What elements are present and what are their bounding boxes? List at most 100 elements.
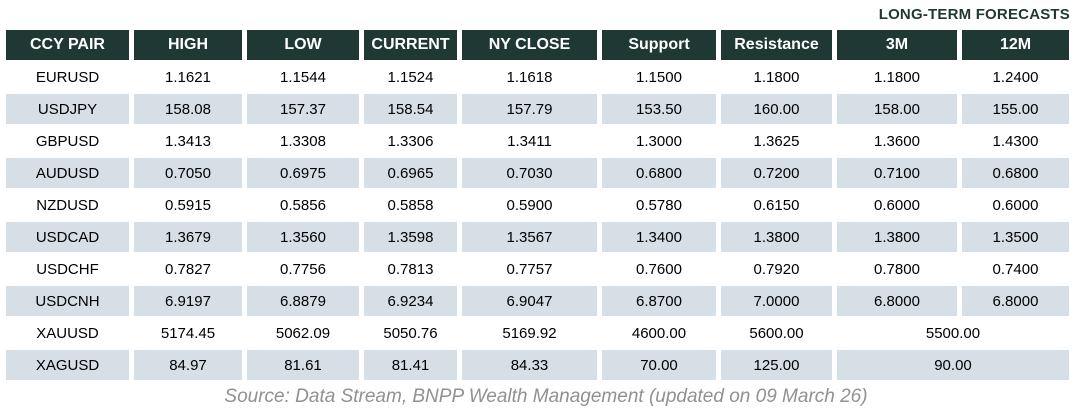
title-row: LONG-TERM FORECASTS: [0, 0, 1092, 28]
cell-m3: 0.6000: [837, 190, 957, 220]
column-header-support: Support: [602, 30, 716, 60]
cell-ny-close: 1.1618: [462, 62, 597, 92]
cell-pair: NZDUSD: [6, 190, 129, 220]
column-header-12m: 12M: [962, 30, 1069, 60]
cell-low: 0.5856: [247, 190, 359, 220]
cell-high: 1.3679: [134, 222, 242, 252]
cell-high: 5174.45: [134, 318, 242, 348]
cell-forecast-merged: 5500.00: [837, 318, 1069, 348]
cell-current: 158.54: [364, 94, 457, 124]
cell-pair: EURUSD: [6, 62, 129, 92]
cell-m12: 6.8000: [962, 286, 1069, 316]
column-header-ccy-pair: CCY PAIR: [6, 30, 129, 60]
table-row: EURUSD 1.1621 1.1544 1.1524 1.1618 1.1500 1.18…: [6, 62, 1069, 92]
table-row: NZDUSD 0.5915 0.5856 0.5858 0.5900 0.5780 0.61…: [6, 190, 1069, 220]
cell-current: 81.41: [364, 350, 457, 380]
table-row: GBPUSD 1.3413 1.3308 1.3306 1.3411 1.3000 1.36…: [6, 126, 1069, 156]
column-header-3m: 3M: [837, 30, 957, 60]
table-row: XAUUSD 5174.45 5062.09 5050.76 5169.92 4600.0…: [6, 318, 1069, 348]
cell-current: 1.3598: [364, 222, 457, 252]
column-header-low: LOW: [247, 30, 359, 60]
cell-resistance: 160.00: [721, 94, 832, 124]
cell-m3: 6.8000: [837, 286, 957, 316]
cell-resistance: 5600.00: [721, 318, 832, 348]
cell-m12: 0.6800: [962, 158, 1069, 188]
table-row: USDCAD 1.3679 1.3560 1.3598 1.3567 1.3400 1.38…: [6, 222, 1069, 252]
cell-m3: 1.3800: [837, 222, 957, 252]
cell-current: 0.6965: [364, 158, 457, 188]
cell-ny-close: 1.3411: [462, 126, 597, 156]
cell-pair: AUDUSD: [6, 158, 129, 188]
cell-m3: 0.7800: [837, 254, 957, 284]
cell-support: 1.1500: [602, 62, 716, 92]
cell-m12: 0.6000: [962, 190, 1069, 220]
page-title: LONG-TERM FORECASTS: [878, 5, 1070, 23]
cell-support: 1.3400: [602, 222, 716, 252]
cell-ny-close: 5169.92: [462, 318, 597, 348]
cell-high: 0.7827: [134, 254, 242, 284]
cell-m12: 0.7400: [962, 254, 1069, 284]
cell-pair: USDJPY: [6, 94, 129, 124]
cell-high: 0.5915: [134, 190, 242, 220]
cell-resistance: 1.3625: [721, 126, 832, 156]
cell-high: 1.1621: [134, 62, 242, 92]
cell-support: 6.8700: [602, 286, 716, 316]
cell-high: 158.08: [134, 94, 242, 124]
cell-ny-close: 1.3567: [462, 222, 597, 252]
cell-resistance: 7.0000: [721, 286, 832, 316]
cell-pair: GBPUSD: [6, 126, 129, 156]
table-body: EURUSD 1.1621 1.1544 1.1524 1.1618 1.1500 1.18…: [6, 62, 1069, 380]
table-header: CCY PAIR HIGH LOW CURRENT NY CLOSE Suppo…: [6, 30, 1069, 60]
cell-resistance: 125.00: [721, 350, 832, 380]
cell-low: 1.1544: [247, 62, 359, 92]
column-header-current: CURRENT: [364, 30, 457, 60]
cell-ny-close: 0.7757: [462, 254, 597, 284]
forecast-table: CCY PAIR HIGH LOW CURRENT NY CLOSE Suppo…: [1, 28, 1074, 382]
cell-m12: 155.00: [962, 94, 1069, 124]
cell-forecast-merged: 90.00: [837, 350, 1069, 380]
cell-high: 84.97: [134, 350, 242, 380]
header-row: CCY PAIR HIGH LOW CURRENT NY CLOSE Suppo…: [6, 30, 1069, 60]
source-note: Source: Data Stream, BNPP Wealth Managem…: [224, 386, 868, 407]
table-row: USDCHF 0.7827 0.7756 0.7813 0.7757 0.7600 0.79…: [6, 254, 1069, 284]
cell-m3: 0.7100: [837, 158, 957, 188]
cell-pair: XAUUSD: [6, 318, 129, 348]
cell-current: 6.9234: [364, 286, 457, 316]
cell-pair: USDCNH: [6, 286, 129, 316]
cell-ny-close: 0.7030: [462, 158, 597, 188]
cell-ny-close: 157.79: [462, 94, 597, 124]
cell-high: 0.7050: [134, 158, 242, 188]
cell-high: 1.3413: [134, 126, 242, 156]
cell-support: 0.6800: [602, 158, 716, 188]
cell-current: 0.5858: [364, 190, 457, 220]
cell-current: 5050.76: [364, 318, 457, 348]
cell-low: 1.3560: [247, 222, 359, 252]
cell-high: 6.9197: [134, 286, 242, 316]
cell-pair: XAGUSD: [6, 350, 129, 380]
cell-resistance: 1.3800: [721, 222, 832, 252]
cell-support: 0.5780: [602, 190, 716, 220]
cell-support: 1.3000: [602, 126, 716, 156]
cell-m12: 1.2400: [962, 62, 1069, 92]
cell-resistance: 0.7920: [721, 254, 832, 284]
table-row: AUDUSD 0.7050 0.6975 0.6965 0.7030 0.6800 0.72…: [6, 158, 1069, 188]
cell-current: 1.3306: [364, 126, 457, 156]
cell-low: 0.7756: [247, 254, 359, 284]
cell-ny-close: 0.5900: [462, 190, 597, 220]
cell-low: 6.8879: [247, 286, 359, 316]
cell-resistance: 1.1800: [721, 62, 832, 92]
cell-resistance: 0.7200: [721, 158, 832, 188]
table-row: XAGUSD 84.97 81.61 81.41 84.33 70.00 125.00 90.…: [6, 350, 1069, 380]
cell-ny-close: 6.9047: [462, 286, 597, 316]
cell-support: 70.00: [602, 350, 716, 380]
cell-low: 0.6975: [247, 158, 359, 188]
cell-support: 0.7600: [602, 254, 716, 284]
cell-ny-close: 84.33: [462, 350, 597, 380]
cell-m3: 1.1800: [837, 62, 957, 92]
column-header-high: HIGH: [134, 30, 242, 60]
column-header-ny-close: NY CLOSE: [462, 30, 597, 60]
cell-low: 157.37: [247, 94, 359, 124]
table-row: USDCNH 6.9197 6.8879 6.9234 6.9047 6.8700 7.00…: [6, 286, 1069, 316]
table-row: USDJPY 158.08 157.37 158.54 157.79 153.50 160.…: [6, 94, 1069, 124]
